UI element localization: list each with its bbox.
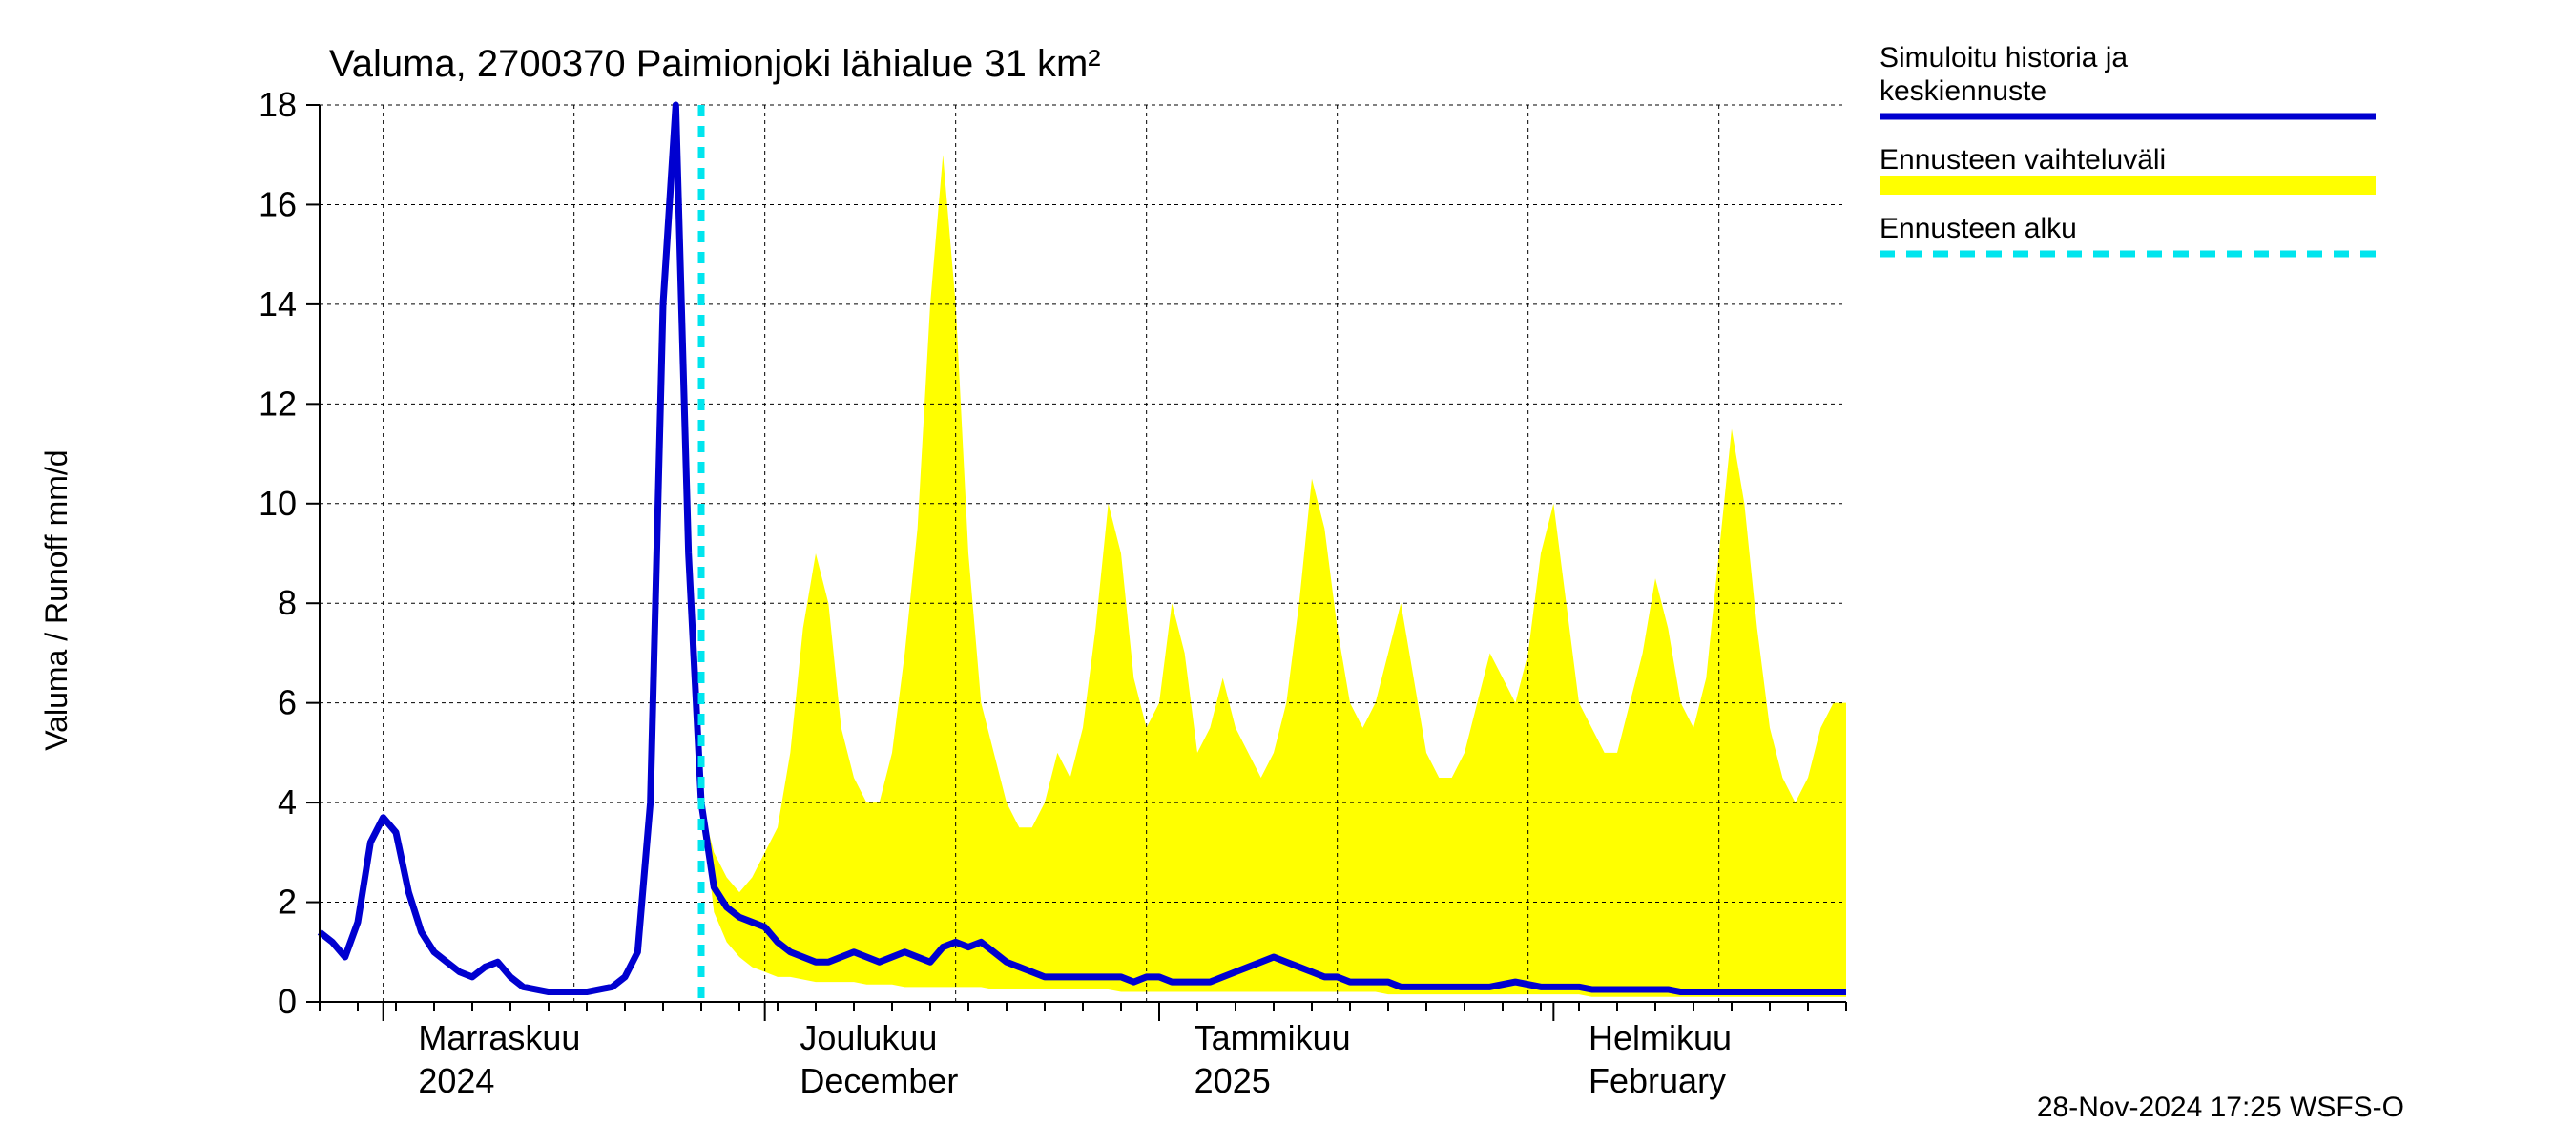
y-tick-label: 4: [278, 782, 297, 822]
chart-title: Valuma, 2700370 Paimionjoki lähialue 31 …: [329, 43, 1101, 85]
y-tick-label: 10: [259, 484, 297, 523]
x-month-label-1: Tammikuu: [1195, 1018, 1351, 1057]
runoff-chart: 0 2 4 6 8 10 12 14 16 18 Marraskuu 2024 Joulukuu Dece…: [0, 0, 2576, 1145]
chart-footer: 28-Nov-2024 17:25 WSFS-O: [2037, 1092, 2404, 1123]
y-tick-label: 12: [259, 384, 297, 423]
y-tick-label: 8: [278, 583, 297, 622]
y-axis-label: Valuma / Runoff mm/d: [39, 449, 73, 750]
y-tick-label: 16: [259, 184, 297, 223]
x-month-label-1: Joulukuu: [800, 1018, 937, 1057]
x-month-label-1: Marraskuu: [418, 1018, 580, 1057]
y-tick-label: 0: [278, 982, 297, 1021]
legend-label: Ennusteen vaihteluväli: [1880, 144, 2166, 176]
x-month-label-2: December: [800, 1061, 958, 1100]
legend-label: Simuloitu historia ja: [1880, 42, 2128, 73]
legend-label: keskiennuste: [1880, 75, 2046, 107]
x-month-label-2: 2024: [418, 1061, 494, 1100]
legend-swatch-fill: [1880, 176, 2376, 195]
y-tick-label: 2: [278, 883, 297, 922]
x-month-label-2: February: [1589, 1061, 1726, 1100]
y-tick-label: 18: [259, 85, 297, 124]
y-tick-label: 14: [259, 284, 297, 323]
y-tick-label: 6: [278, 683, 297, 722]
legend-label: Ennusteen alku: [1880, 213, 2077, 244]
x-month-label-2: 2025: [1195, 1061, 1271, 1100]
x-month-label-1: Helmikuu: [1589, 1018, 1732, 1057]
